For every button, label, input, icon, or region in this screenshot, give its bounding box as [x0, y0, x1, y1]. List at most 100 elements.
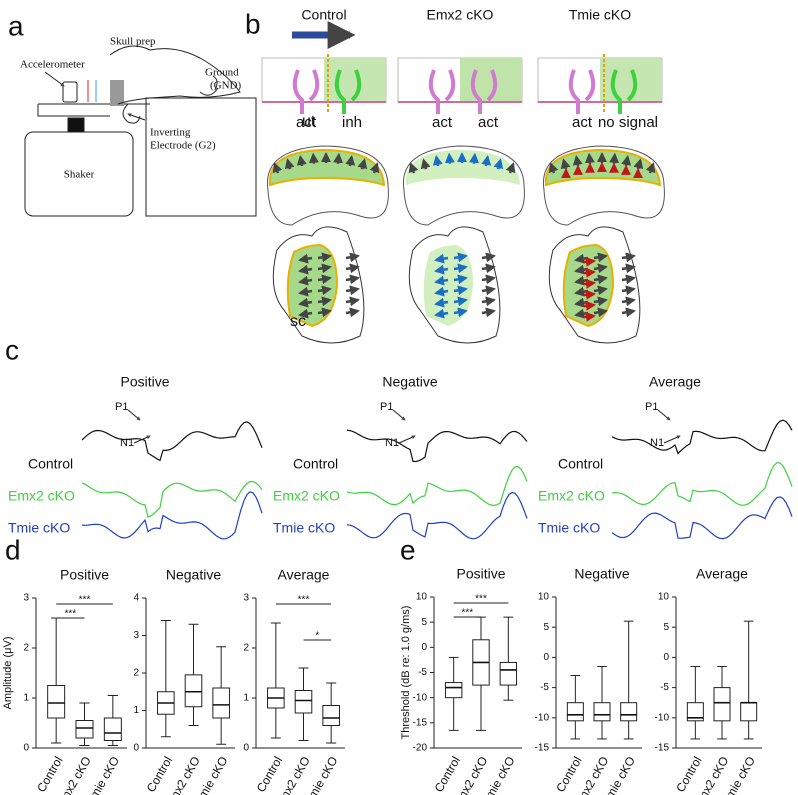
significance-label: *** — [298, 595, 310, 606]
peak-label: N1 — [385, 437, 399, 449]
subpanel-title: Negative — [382, 374, 437, 390]
hair-cell-arrow — [298, 297, 313, 308]
trace-label: Tmie cKO — [8, 520, 70, 536]
trace-label: Control — [28, 456, 73, 472]
hair-cell-arrow — [621, 252, 636, 263]
hair-cell-arrow — [621, 296, 636, 307]
hair-cell-arrow — [317, 252, 332, 263]
hair-cell-arrow — [505, 162, 516, 174]
label: Ground — [205, 67, 239, 79]
hair-cell-arrow — [481, 252, 496, 263]
y-tick-label: 5 — [663, 622, 669, 633]
organ-label: sc — [290, 313, 306, 330]
pointer — [44, 71, 65, 87]
hair-cell-arrow — [583, 311, 596, 322]
waveform — [611, 496, 793, 540]
hair-cell-arrow — [621, 274, 636, 285]
cell-label: act — [478, 114, 499, 131]
hair-cell-arrow — [345, 263, 360, 274]
hair-cell-arrow — [481, 285, 496, 296]
column-title: Control — [301, 7, 346, 23]
y-tick-label: 3 — [133, 630, 139, 641]
peak-pointer — [133, 435, 151, 444]
chart-title: Negative — [574, 566, 629, 582]
cell-label: no signal — [598, 114, 658, 131]
hair-cell-arrow — [308, 152, 319, 164]
waveform — [81, 480, 263, 518]
hair-cell-arrow — [434, 275, 449, 286]
hair-cell-arrow — [317, 285, 332, 296]
y-tick-label: -10 — [655, 712, 670, 723]
neuron — [292, 69, 320, 114]
pointer — [127, 113, 146, 121]
hair-cell-arrow — [481, 274, 496, 285]
label: (GND) — [210, 80, 241, 92]
hair-cell-arrow — [481, 263, 496, 274]
hair-cell-arrow — [453, 307, 468, 318]
hair-cell-arrow — [420, 158, 431, 170]
hair-cell-arrow — [481, 296, 496, 307]
hair-cell-arrow — [469, 152, 480, 164]
hair-cell-arrow — [296, 154, 307, 167]
y-tick-label: 2 — [243, 643, 249, 654]
box — [294, 690, 313, 714]
hair-cell-arrow — [408, 162, 419, 174]
hair-cell-arrow — [572, 154, 583, 167]
y-tick-label: 3 — [243, 593, 249, 604]
peak-label: N1 — [650, 437, 664, 449]
y-tick-label: 2 — [23, 643, 29, 654]
trace-label: Control — [293, 456, 338, 472]
hair-cell-arrow — [583, 289, 596, 300]
y-axis-label: Amplitude (μV) — [2, 637, 14, 710]
hair-cell-arrow — [584, 152, 595, 164]
panel-letter: d — [5, 534, 21, 565]
y-tick-label: 10 — [658, 592, 670, 603]
y-tick-label: -15 — [655, 743, 670, 754]
neuron — [568, 69, 596, 114]
hair-cell-arrow — [621, 154, 632, 167]
neuron — [610, 69, 638, 114]
hair-cell-arrow — [621, 307, 636, 318]
box — [713, 687, 731, 722]
y-tick-label: -10 — [535, 712, 550, 723]
cell-label: act — [572, 114, 593, 131]
column-title: Emx2 cKO — [427, 7, 494, 23]
waveforms: Positive Control Emx2 cKO Tmie cKO P1 N1 Negat… — [8, 374, 793, 540]
y-tick-label: -20 — [413, 743, 428, 754]
hair-cell-arrow — [434, 253, 449, 264]
hair-cell-arrow — [560, 158, 571, 170]
peak-label: N1 — [120, 437, 134, 449]
y-tick-label: 5 — [421, 617, 427, 628]
peak-label: P1 — [380, 401, 393, 413]
y-tick-label: 3 — [23, 593, 29, 604]
hair-cell-arrow — [621, 285, 636, 296]
hair-cell-arrow — [453, 274, 468, 285]
hair-cell-arrow — [284, 158, 295, 170]
cell-label: inh — [342, 114, 362, 131]
trace-label: Emx2 cKO — [8, 488, 75, 504]
subpanel-title: Average — [649, 374, 701, 390]
trace-label: Emx2 cKO — [538, 488, 605, 504]
hair-cell-arrow — [453, 285, 468, 296]
hair-cell-arrow — [298, 275, 313, 286]
hair-cell-arrow — [432, 154, 443, 167]
y-tick-label: 0 — [543, 652, 549, 663]
hair-cell-arrow — [333, 152, 344, 164]
trace-label: Control — [558, 456, 603, 472]
neuron — [428, 69, 456, 114]
significance-label: *** — [461, 608, 473, 619]
box — [740, 702, 758, 722]
significance-label: *** — [79, 595, 91, 606]
peak-pointer — [392, 409, 406, 421]
y-axis-label: Threshold (dB re: 1.0 g/ms) — [400, 606, 412, 740]
peak-pointer — [663, 435, 681, 444]
hair-cell-arrow — [317, 263, 332, 274]
hair-cell-arrow — [593, 263, 608, 274]
hair-cell-arrow — [345, 296, 360, 307]
hair-cell-arrow — [609, 152, 620, 164]
hair-cell-arrow — [317, 307, 332, 318]
hair-cell-arrow — [633, 158, 644, 170]
peak-pointer — [398, 435, 416, 444]
hair-cell-arrow — [583, 300, 596, 311]
